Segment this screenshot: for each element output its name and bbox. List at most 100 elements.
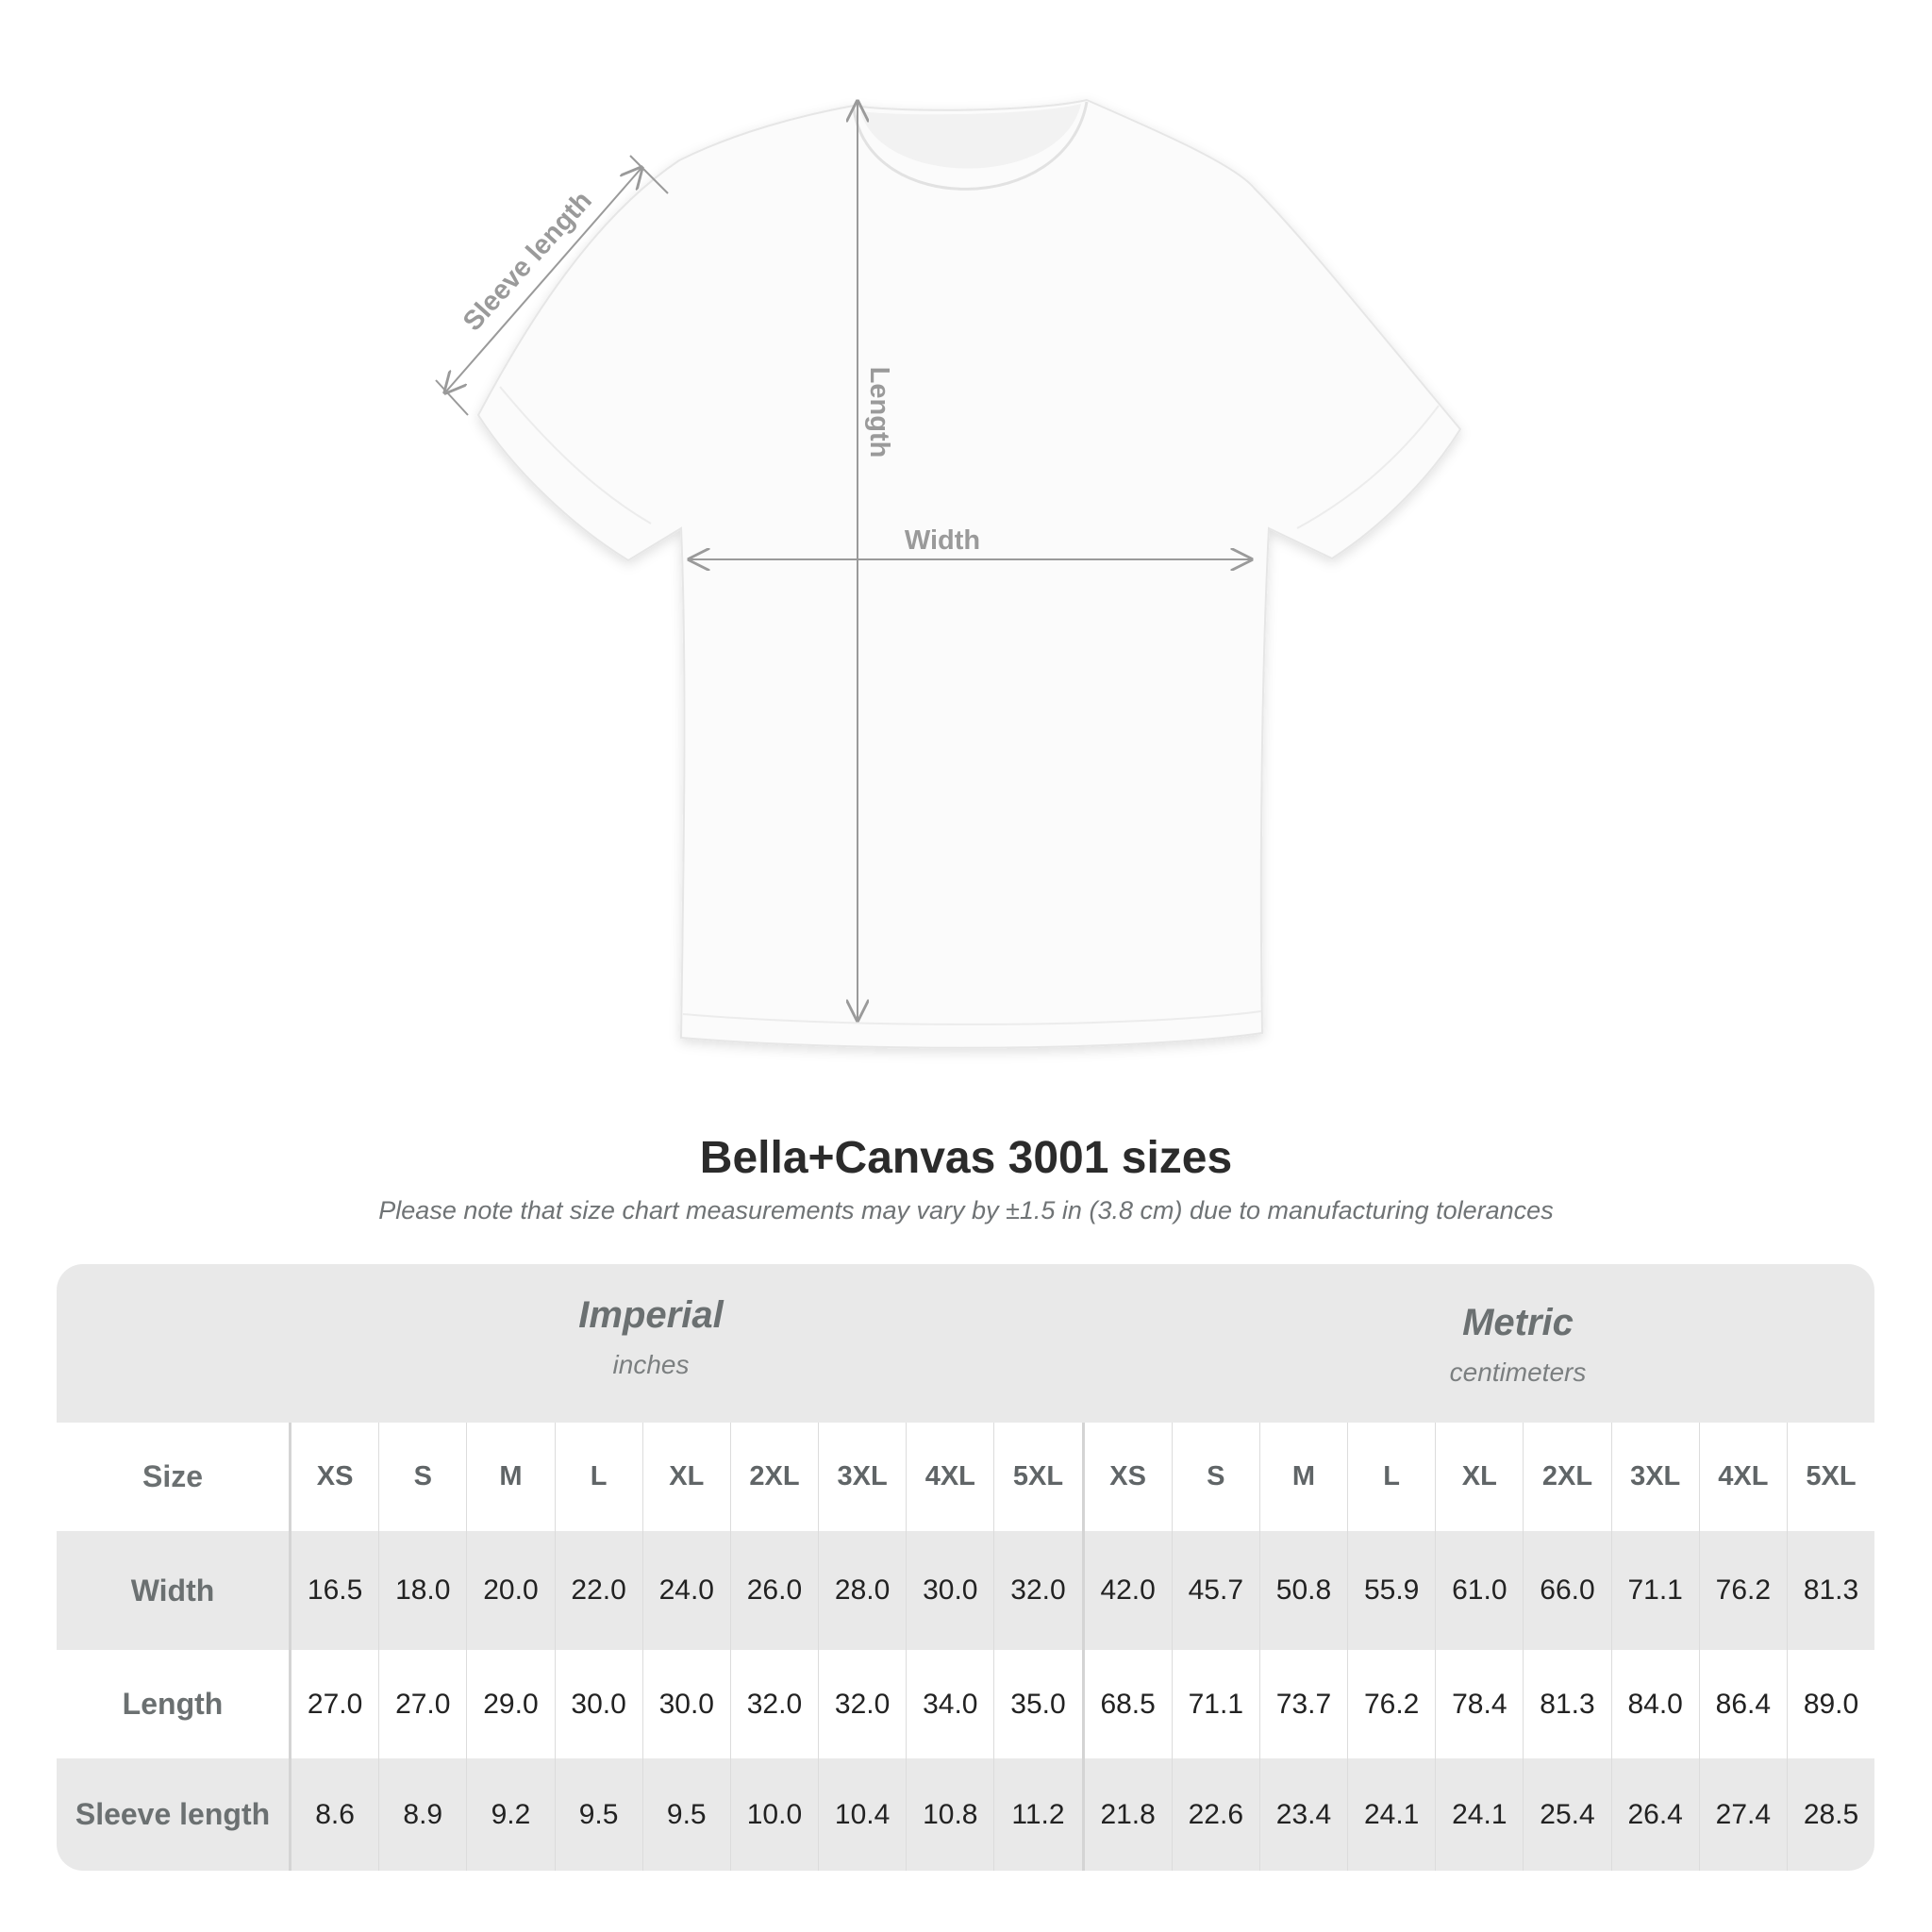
metric-cell: 4XL <box>1698 1423 1787 1531</box>
imperial-cell: 4XL <box>906 1423 993 1531</box>
size-header-row: Size XS S M L XL 2XL 3XL 4XL 5XL XS S M L XL 2XL 3XL 4XL 5… <box>57 1423 1874 1531</box>
imperial-cell: 20.0 <box>466 1531 554 1650</box>
metric-header: Metric centimeters <box>1188 1302 1848 1388</box>
imperial-cell: 24.0 <box>641 1531 730 1650</box>
page-title: Bella+Canvas 3001 sizes <box>699 1133 1233 1183</box>
imperial-cell: 29.0 <box>466 1650 554 1758</box>
imperial-cell: 11.2 <box>993 1758 1081 1871</box>
imperial-cell: 10.0 <box>729 1758 818 1871</box>
metric-cell: 78.4 <box>1435 1650 1523 1758</box>
imperial-cell: 10.4 <box>818 1758 906 1871</box>
metric-cell: 24.1 <box>1347 1758 1435 1871</box>
imperial-cell: 5XL <box>993 1423 1081 1531</box>
unit-header-band: Imperial inches Metric centimeters <box>57 1264 1874 1423</box>
metric-title: Metric <box>1462 1302 1574 1343</box>
metric-cell: 73.7 <box>1258 1650 1347 1758</box>
metric-cell: 61.0 <box>1435 1531 1523 1650</box>
imperial-cell: L <box>554 1423 642 1531</box>
table-row: Sleeve length 8.6 8.9 9.2 9.5 9.5 10.0 10.4 10.8… <box>57 1758 1874 1871</box>
imperial-cell: 3XL <box>818 1423 906 1531</box>
metric-cell: 23.4 <box>1258 1758 1347 1871</box>
tshirt-shape <box>476 98 1462 1049</box>
metric-cell: 68.5 <box>1081 1650 1172 1758</box>
imperial-cell: 8.9 <box>378 1758 466 1871</box>
imperial-cell: 27.0 <box>289 1650 378 1758</box>
row-label: Width <box>130 1573 215 1607</box>
metric-cell: XL <box>1435 1423 1523 1531</box>
imperial-title: Imperial <box>578 1294 724 1336</box>
table-row: Width 16.5 18.0 20.0 22.0 24.0 26.0 28.0 30.0 32.… <box>57 1531 1874 1650</box>
metric-cell: 3XL <box>1610 1423 1699 1531</box>
imperial-cell: 34.0 <box>906 1650 993 1758</box>
metric-cell: 27.4 <box>1698 1758 1787 1871</box>
size-table: Imperial inches Metric centimeters Size X… <box>57 1264 1874 1871</box>
imperial-cell: 26.0 <box>729 1531 818 1650</box>
metric-cell: 45.7 <box>1171 1531 1259 1650</box>
metric-cell: 50.8 <box>1258 1531 1347 1650</box>
metric-cell: 2XL <box>1523 1423 1610 1531</box>
metric-cell: 26.4 <box>1610 1758 1699 1871</box>
width-label: Width <box>905 525 980 556</box>
metric-cell: 81.3 <box>1523 1650 1610 1758</box>
imperial-cell: 8.6 <box>289 1758 378 1871</box>
neckline <box>852 101 1089 191</box>
metric-cell: 81.3 <box>1786 1531 1874 1650</box>
imperial-cell: 32.0 <box>729 1650 818 1758</box>
imperial-cell: 30.0 <box>906 1531 993 1650</box>
metric-cell: 66.0 <box>1523 1531 1610 1650</box>
table-row: Length 27.0 27.0 29.0 30.0 30.0 32.0 32.0 34.0 35… <box>57 1650 1874 1758</box>
metric-cell: 86.4 <box>1698 1650 1787 1758</box>
imperial-unit: inches <box>612 1350 690 1379</box>
imperial-cell: 9.2 <box>466 1758 554 1871</box>
imperial-cell: XL <box>641 1423 730 1531</box>
imperial-cell: M <box>466 1423 554 1531</box>
metric-cell: L <box>1347 1423 1435 1531</box>
metric-cell: 22.6 <box>1171 1758 1259 1871</box>
metric-cell: 89.0 <box>1786 1650 1874 1758</box>
imperial-cell: 22.0 <box>554 1531 642 1650</box>
imperial-cell: 9.5 <box>554 1758 642 1871</box>
metric-cell: XS <box>1081 1423 1172 1531</box>
imperial-cell: 2XL <box>729 1423 818 1531</box>
metric-cell: 76.2 <box>1347 1650 1435 1758</box>
imperial-cell: 27.0 <box>378 1650 466 1758</box>
imperial-cell: 32.0 <box>818 1650 906 1758</box>
imperial-cell: 30.0 <box>641 1650 730 1758</box>
imperial-cell: 32.0 <box>993 1531 1081 1650</box>
imperial-cell: S <box>378 1423 466 1531</box>
metric-cell: 24.1 <box>1435 1758 1523 1871</box>
metric-cell: 21.8 <box>1081 1758 1172 1871</box>
imperial-header: Imperial inches <box>321 1294 981 1380</box>
sleeve-arrow-cap-top <box>629 155 669 194</box>
imperial-cell: 18.0 <box>378 1531 466 1650</box>
imperial-cell: 16.5 <box>289 1531 378 1650</box>
metric-cell: 42.0 <box>1081 1531 1172 1650</box>
metric-cell: 28.5 <box>1786 1758 1874 1871</box>
tolerance-note: Please note that size chart measurements… <box>378 1196 1554 1224</box>
imperial-cell: 28.0 <box>818 1531 906 1650</box>
metric-cell: S <box>1171 1423 1259 1531</box>
imperial-cell: XS <box>289 1423 378 1531</box>
sleeve-hem-left <box>499 386 652 525</box>
length-label: Length <box>864 367 894 458</box>
sleeve-arrow <box>445 168 641 392</box>
imperial-cell: 30.0 <box>554 1650 642 1758</box>
metric-cell: 25.4 <box>1523 1758 1610 1871</box>
imperial-cell: 9.5 <box>641 1758 730 1871</box>
sleeve-arrow-cap-bottom <box>435 379 469 416</box>
sleeve-hem-right <box>1296 405 1440 529</box>
row-label: Sleeve length <box>75 1797 271 1831</box>
row-label: Length <box>122 1687 224 1721</box>
metric-cell: 76.2 <box>1698 1531 1787 1650</box>
row-label: Size <box>142 1459 204 1493</box>
metric-cell: M <box>1258 1423 1347 1531</box>
metric-cell: 84.0 <box>1610 1650 1699 1758</box>
metric-cell: 55.9 <box>1347 1531 1435 1650</box>
metric-cell: 5XL <box>1786 1423 1874 1531</box>
imperial-cell: 35.0 <box>993 1650 1081 1758</box>
metric-unit: centimeters <box>1449 1357 1587 1387</box>
metric-cell: 71.1 <box>1171 1650 1259 1758</box>
neck-inner <box>860 104 1081 169</box>
metric-cell: 71.1 <box>1610 1531 1699 1650</box>
tshirt-diagram: Width Length Sleeve length <box>435 98 1462 1049</box>
